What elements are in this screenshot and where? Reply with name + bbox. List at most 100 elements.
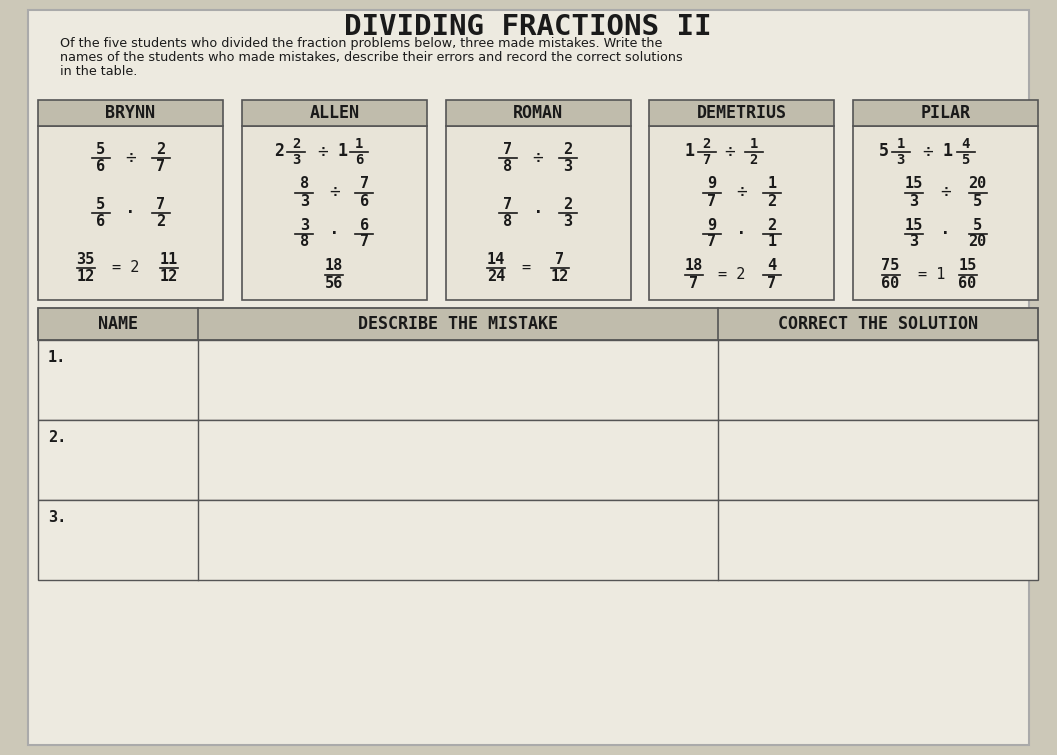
Text: 7: 7 [359, 177, 369, 192]
FancyBboxPatch shape [242, 126, 427, 300]
Text: 6: 6 [355, 153, 364, 167]
FancyBboxPatch shape [242, 100, 427, 126]
FancyBboxPatch shape [38, 420, 1038, 500]
Text: 5: 5 [96, 197, 105, 212]
Text: 6: 6 [359, 193, 369, 208]
Text: 3: 3 [563, 159, 573, 174]
Text: 2: 2 [156, 143, 165, 157]
Text: 18: 18 [685, 258, 703, 273]
FancyBboxPatch shape [38, 308, 1038, 340]
Text: 20: 20 [968, 177, 986, 192]
Text: 8: 8 [300, 177, 309, 192]
Text: 8: 8 [300, 235, 309, 249]
Text: NAME: NAME [98, 315, 138, 333]
Text: 7: 7 [703, 153, 711, 167]
Text: 3.: 3. [48, 510, 67, 525]
Text: 2.: 2. [48, 430, 67, 445]
Text: ·: · [736, 223, 748, 244]
Text: 12: 12 [551, 269, 569, 284]
Text: PILAR: PILAR [921, 104, 970, 122]
Text: 1: 1 [685, 143, 694, 161]
Text: ·: · [328, 223, 340, 244]
Text: ÷: ÷ [922, 143, 933, 161]
Text: 2: 2 [563, 197, 573, 212]
Text: 12: 12 [160, 269, 178, 284]
Text: 15: 15 [905, 217, 923, 233]
Text: in the table.: in the table. [60, 65, 137, 78]
Text: 2: 2 [274, 143, 284, 161]
Text: 1.: 1. [48, 350, 67, 365]
Text: 2: 2 [292, 137, 300, 150]
FancyBboxPatch shape [649, 126, 834, 300]
Text: 7: 7 [555, 251, 564, 267]
Text: 5: 5 [96, 143, 105, 157]
Text: 8: 8 [503, 159, 513, 174]
Text: 3: 3 [909, 193, 919, 208]
Text: 3: 3 [300, 193, 309, 208]
Text: 2: 2 [767, 193, 776, 208]
Text: DEMETRIUS: DEMETRIUS [697, 104, 786, 122]
Text: Of the five students who divided the fraction problems below, three made mistake: Of the five students who divided the fra… [60, 37, 663, 50]
Text: 24: 24 [487, 269, 505, 284]
Text: 56: 56 [326, 276, 344, 291]
Text: ÷: ÷ [125, 149, 136, 168]
Text: 6: 6 [96, 214, 105, 229]
Text: 18: 18 [326, 258, 344, 273]
Text: 12: 12 [76, 269, 95, 284]
Text: 3: 3 [563, 214, 573, 229]
Text: DIVIDING FRACTIONS II: DIVIDING FRACTIONS II [345, 13, 711, 41]
Text: ÷: ÷ [940, 183, 951, 202]
Text: 8: 8 [503, 214, 513, 229]
Text: 7: 7 [503, 143, 513, 157]
Text: 7: 7 [767, 276, 776, 291]
Text: 7: 7 [707, 235, 717, 249]
Text: DESCRIBE THE MISTAKE: DESCRIBE THE MISTAKE [358, 315, 558, 333]
Text: = 1: = 1 [917, 267, 945, 282]
Text: 2: 2 [767, 217, 776, 233]
Text: ÷: ÷ [724, 143, 736, 161]
Text: ·: · [940, 223, 951, 244]
Text: ROMAN: ROMAN [513, 104, 563, 122]
Text: 5: 5 [972, 193, 982, 208]
Text: 3: 3 [300, 217, 309, 233]
Text: = 2: = 2 [112, 260, 140, 275]
FancyBboxPatch shape [38, 340, 1038, 420]
Text: 6: 6 [359, 217, 369, 233]
Text: 1: 1 [896, 137, 905, 150]
Text: ·: · [124, 203, 136, 223]
Text: ÷: ÷ [329, 183, 339, 202]
Text: ALLEN: ALLEN [310, 104, 359, 122]
Text: BRYNN: BRYNN [106, 104, 155, 122]
Text: 60: 60 [959, 276, 977, 291]
FancyBboxPatch shape [27, 10, 1030, 745]
Text: 15: 15 [905, 177, 923, 192]
Text: CORRECT THE SOLUTION: CORRECT THE SOLUTION [778, 315, 978, 333]
Text: 7: 7 [156, 197, 165, 212]
Text: 2: 2 [563, 143, 573, 157]
Text: 1: 1 [749, 137, 758, 150]
Text: 3: 3 [292, 153, 300, 167]
FancyBboxPatch shape [649, 100, 834, 126]
Text: 7: 7 [156, 159, 165, 174]
FancyBboxPatch shape [853, 126, 1038, 300]
Text: 1: 1 [337, 143, 348, 161]
Text: 4: 4 [961, 137, 969, 150]
Text: ÷: ÷ [737, 183, 747, 202]
Text: 15: 15 [959, 258, 977, 273]
FancyBboxPatch shape [853, 100, 1038, 126]
Text: 9: 9 [707, 177, 717, 192]
Text: 75: 75 [882, 258, 900, 273]
Text: 60: 60 [882, 276, 900, 291]
Text: ÷: ÷ [533, 149, 543, 168]
Text: 5: 5 [878, 143, 889, 161]
Text: 6: 6 [96, 159, 105, 174]
Text: 9: 9 [707, 217, 717, 233]
Text: 1: 1 [355, 137, 364, 150]
Text: 7: 7 [707, 193, 717, 208]
Text: names of the students who made mistakes, describe their errors and record the co: names of the students who made mistakes,… [60, 51, 683, 64]
Text: 20: 20 [968, 235, 986, 249]
Text: 7: 7 [359, 235, 369, 249]
Text: 5: 5 [961, 153, 969, 167]
Text: ·: · [532, 203, 544, 223]
FancyBboxPatch shape [38, 126, 223, 300]
